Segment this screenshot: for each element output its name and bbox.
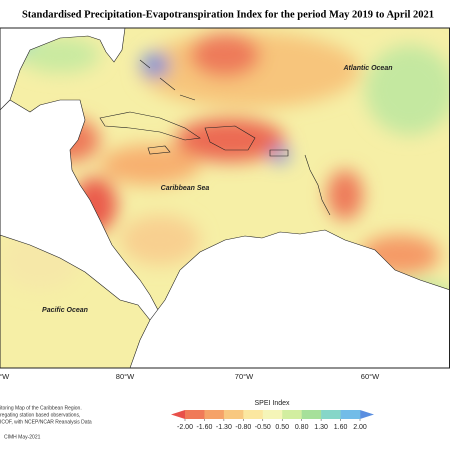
legend-swatch — [204, 410, 225, 419]
lesser-antilles — [304, 154, 331, 216]
legend-arrow — [360, 410, 374, 419]
legend-title: SPEI Index — [254, 400, 290, 407]
legend-tick-label: 1.60 — [334, 424, 348, 431]
footnote: ICOF, with NCEP/NCAR Reanalysis Data — [0, 419, 92, 425]
map-title: Standardised Precipitation-Evapotranspir… — [22, 9, 434, 20]
bahamas — [139, 59, 196, 101]
puerto-rico — [269, 149, 289, 157]
ocean-label: Atlantic Ocean — [342, 65, 392, 72]
legend-tick-label: 2.00 — [353, 424, 367, 431]
legend-tick-label: 0.50 — [275, 424, 289, 431]
legend-arrow — [171, 410, 185, 419]
legend-tick-label: -1.60 — [196, 424, 212, 431]
spei-field — [0, 28, 450, 368]
legend-swatch — [321, 410, 341, 419]
legend-tick-label: -0.50 — [255, 424, 271, 431]
footnote: CIMH May-2021 — [4, 434, 41, 440]
cuba — [99, 111, 201, 141]
longitude-label: 90°W — [0, 372, 10, 381]
central-america — [0, 99, 159, 321]
legend-tick-label: -1.30 — [216, 424, 232, 431]
legend-swatch — [185, 410, 205, 419]
ocean-label: Caribbean Sea — [161, 185, 210, 192]
ocean-label: Pacific Ocean — [42, 307, 88, 314]
legend-swatch — [340, 410, 361, 419]
footnote: itoring Map of the Caribbean Region. — [0, 405, 82, 411]
jamaica — [147, 145, 171, 155]
hispaniola — [204, 125, 256, 151]
legend-swatch — [262, 410, 283, 419]
legend-tick-label: -0.80 — [235, 424, 251, 431]
legend-tick-label: 0.80 — [295, 424, 309, 431]
footnote: regating station based observations, — [0, 412, 80, 418]
legend-swatch — [282, 410, 302, 419]
longitude-label: 60°W — [361, 372, 380, 381]
legend-swatch — [243, 410, 264, 419]
legend-tick-label: -2.00 — [177, 424, 193, 431]
longitude-label: 70°W — [235, 372, 254, 381]
legend-tick-label: 1.30 — [314, 424, 328, 431]
south-america — [129, 229, 450, 368]
legend-swatch — [301, 410, 322, 419]
legend-swatch — [223, 410, 244, 419]
longitude-label: 80°W — [116, 372, 135, 381]
